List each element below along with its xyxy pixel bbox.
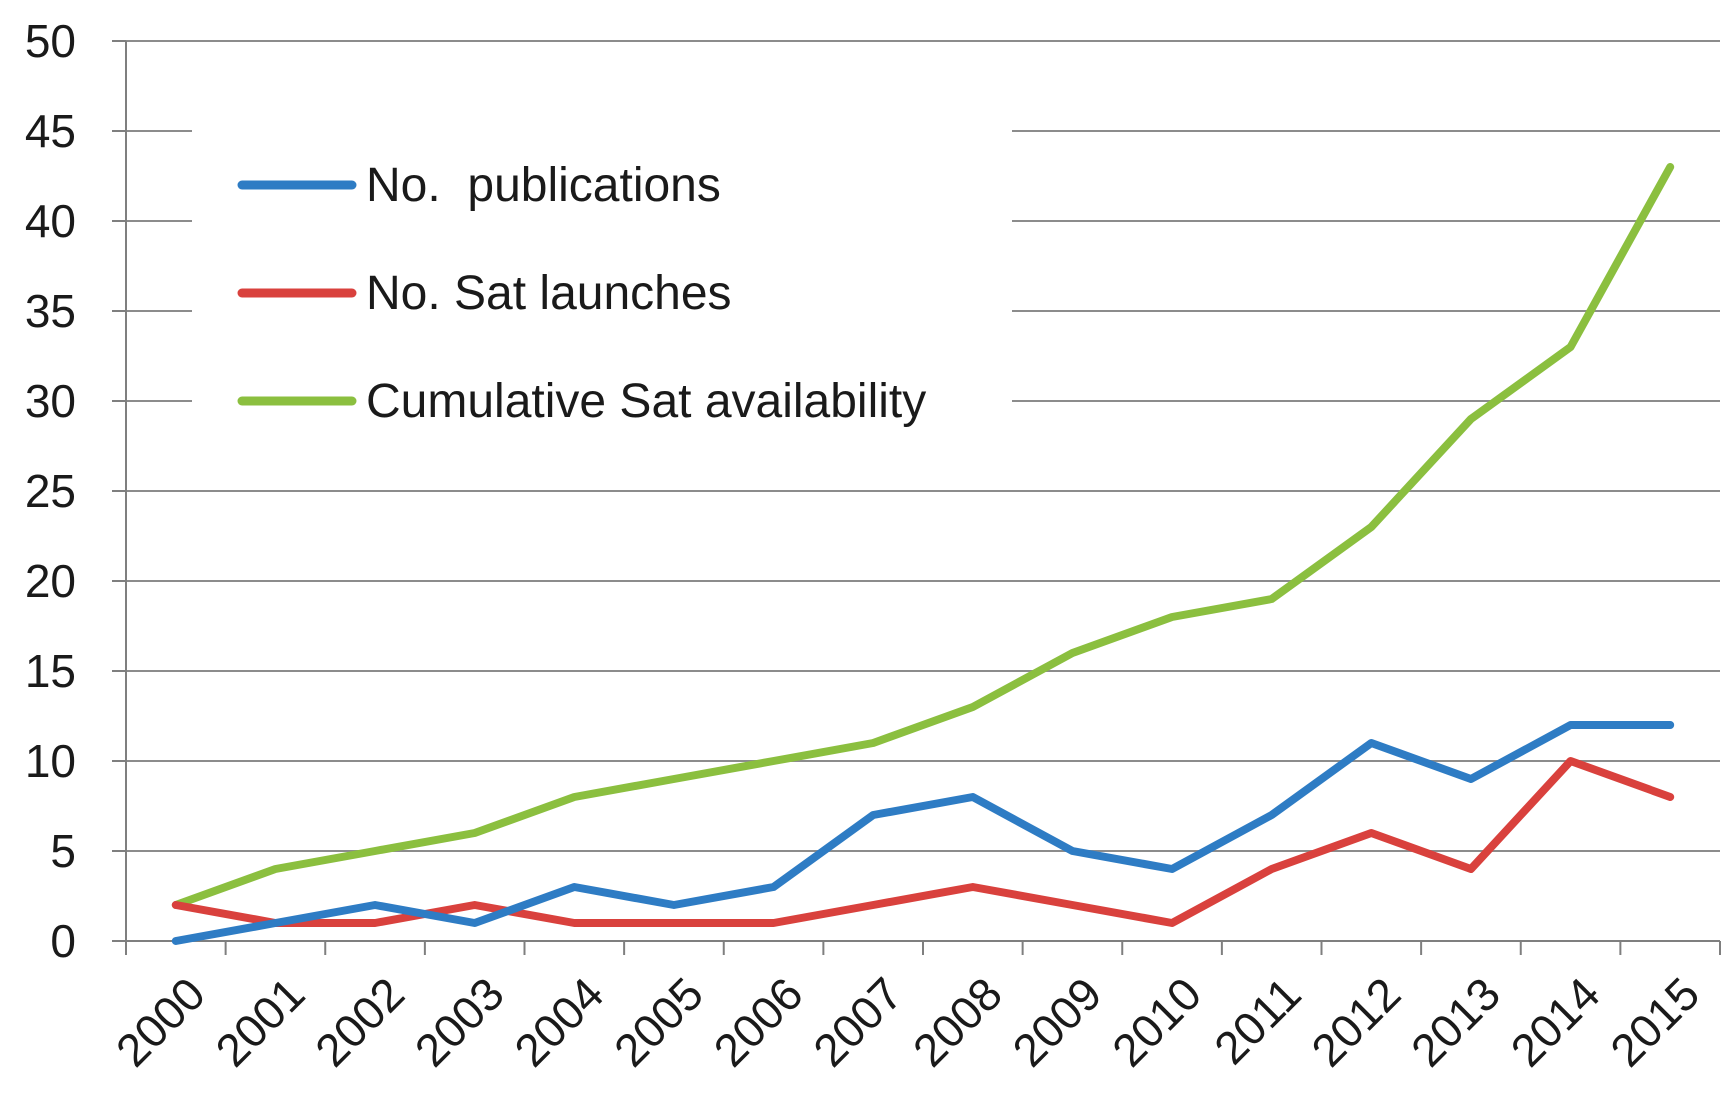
data-point-s0-2009 bbox=[1071, 850, 1073, 852]
data-point-s2-2005 bbox=[673, 778, 675, 780]
y-tick-label: 30 bbox=[25, 375, 76, 427]
y-tick-label: 0 bbox=[50, 915, 76, 967]
x-tick-label: 2001 bbox=[205, 967, 314, 1076]
data-point-s0-2011 bbox=[1271, 814, 1273, 816]
data-point-s1-2006 bbox=[773, 922, 775, 924]
x-tick-label: 2003 bbox=[405, 967, 514, 1076]
x-tick-label: 2009 bbox=[1002, 967, 1111, 1076]
x-tick-label: 2007 bbox=[803, 967, 912, 1076]
data-point-s0-2004 bbox=[573, 886, 575, 888]
data-point-s2-2002 bbox=[374, 850, 376, 852]
data-point-s0-2007 bbox=[872, 814, 874, 816]
data-point-s1-2008 bbox=[972, 886, 974, 888]
data-point-s1-2005 bbox=[673, 922, 675, 924]
data-point-s0-2000 bbox=[175, 940, 177, 942]
data-point-s1-2002 bbox=[374, 922, 376, 924]
data-point-s2-2003 bbox=[474, 832, 476, 834]
data-point-s2-2008 bbox=[972, 706, 974, 708]
data-point-s2-2012 bbox=[1370, 526, 1372, 528]
data-point-s2-2013 bbox=[1470, 418, 1472, 420]
data-point-s0-2003 bbox=[474, 922, 476, 924]
legend-label-0: No. publications bbox=[366, 159, 721, 212]
series-line-1 bbox=[171, 757, 1675, 927]
data-point-s0-2014 bbox=[1570, 724, 1572, 726]
legend-background bbox=[192, 100, 1012, 450]
y-tick-label: 25 bbox=[25, 465, 76, 517]
gridlines bbox=[126, 40, 1720, 852]
x-tick-label: 2013 bbox=[1401, 967, 1510, 1076]
data-point-s2-2014 bbox=[1570, 346, 1572, 348]
x-tick-label: 2004 bbox=[504, 967, 613, 1076]
axes bbox=[112, 40, 1721, 955]
data-point-s1-2009 bbox=[1071, 904, 1073, 906]
data-point-s0-2001 bbox=[274, 922, 276, 924]
data-point-s0-2006 bbox=[773, 886, 775, 888]
data-point-s0-2005 bbox=[673, 904, 675, 906]
data-point-s1-2014 bbox=[1570, 760, 1572, 762]
x-axis-tick-labels: 2000200120022003200420052006200720082009… bbox=[106, 967, 1710, 1076]
data-point-s2-2006 bbox=[773, 760, 775, 762]
x-tick-label: 2010 bbox=[1102, 967, 1211, 1076]
y-tick-label: 40 bbox=[25, 195, 76, 247]
data-point-s1-2003 bbox=[474, 904, 476, 906]
x-tick-label: 2002 bbox=[305, 967, 414, 1076]
data-point-s2-2007 bbox=[872, 742, 874, 744]
x-tick-label: 2011 bbox=[1204, 967, 1311, 1074]
data-point-s0-2012 bbox=[1370, 742, 1372, 744]
x-tick-label: 2012 bbox=[1301, 967, 1410, 1076]
legend: No. publications No. Sat launches Cumulati… bbox=[237, 159, 926, 428]
y-tick-label: 50 bbox=[25, 15, 76, 67]
data-point-s0-2015 bbox=[1669, 724, 1671, 726]
data-point-s0-2010 bbox=[1171, 868, 1173, 870]
data-point-s1-2000 bbox=[175, 904, 177, 906]
x-tick-label: 2015 bbox=[1600, 967, 1709, 1076]
y-tick-label: 45 bbox=[25, 105, 76, 157]
data-point-s1-2004 bbox=[573, 922, 575, 924]
data-point-s2-2015 bbox=[1669, 166, 1671, 168]
data-point-s1-2012 bbox=[1370, 832, 1372, 834]
data-point-s2-2001 bbox=[274, 868, 276, 870]
data-point-s1-2007 bbox=[872, 904, 874, 906]
y-tick-label: 15 bbox=[25, 645, 76, 697]
y-tick-label: 5 bbox=[50, 825, 76, 877]
data-point-s2-2011 bbox=[1271, 598, 1273, 600]
data-point-s0-2002 bbox=[374, 904, 376, 906]
series-lines bbox=[171, 163, 1675, 945]
x-tick-label: 2005 bbox=[604, 967, 713, 1076]
data-point-s1-2010 bbox=[1171, 922, 1173, 924]
x-tick-label: 2000 bbox=[106, 967, 215, 1076]
y-tick-label: 35 bbox=[25, 285, 76, 337]
x-tick-label: 2014 bbox=[1501, 967, 1610, 1076]
y-axis-tick-labels: 0 5 10 15 20 25 30 35 40 45 50 bbox=[25, 15, 76, 967]
data-point-s2-2004 bbox=[573, 796, 575, 798]
series-line-2 bbox=[171, 163, 1675, 909]
data-point-s2-2010 bbox=[1171, 616, 1173, 618]
legend-label-1: No. Sat launches bbox=[366, 267, 732, 320]
series-line-0 bbox=[171, 721, 1675, 945]
data-point-s2-2009 bbox=[1071, 652, 1073, 654]
data-point-s1-2015 bbox=[1669, 796, 1671, 798]
x-tick-label: 2006 bbox=[704, 967, 813, 1076]
y-tick-label: 10 bbox=[25, 735, 76, 787]
data-point-s1-2011 bbox=[1271, 868, 1273, 870]
data-point-s0-2013 bbox=[1470, 778, 1472, 780]
legend-label-2: Cumulative Sat availability bbox=[366, 375, 926, 428]
x-tick-label: 2008 bbox=[903, 967, 1012, 1076]
y-tick-label: 20 bbox=[25, 555, 76, 607]
data-point-s0-2008 bbox=[972, 796, 974, 798]
data-point-s1-2013 bbox=[1470, 868, 1472, 870]
